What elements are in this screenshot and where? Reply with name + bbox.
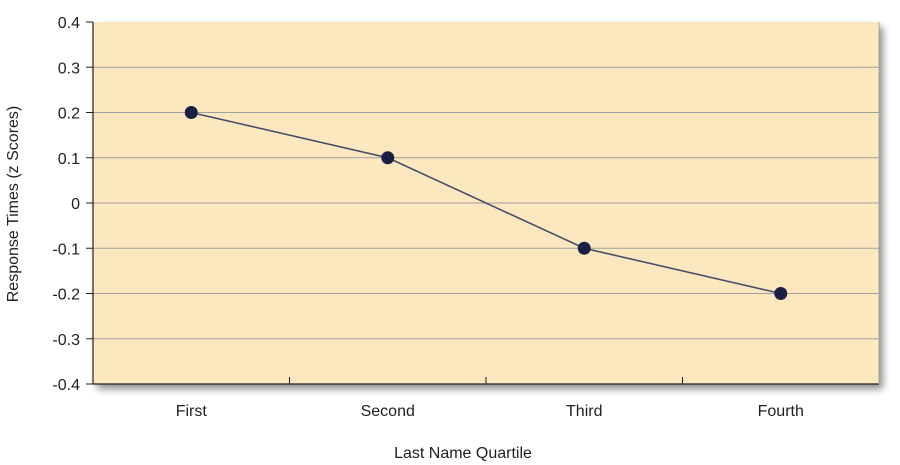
y-tick-label: 0.3: [58, 60, 80, 77]
x-tick-labels: First Second Third Fourth: [176, 403, 804, 420]
y-tick-label: -0.1: [52, 241, 80, 258]
y-tick-label: 0.2: [58, 106, 80, 123]
data-point: [381, 151, 395, 165]
y-tick-label: 0.4: [58, 15, 80, 32]
y-tick-label: 0: [71, 196, 80, 213]
x-tick-label: Fourth: [758, 403, 804, 420]
series-line: [191, 111, 781, 295]
data-point: [774, 287, 788, 300]
y-tick-labels: 0.4 0.3 0.2 0.1 0 -0.1 -0.2 -0.3 -0.4: [52, 15, 80, 394]
x-tick-label: Third: [566, 403, 602, 420]
y-axis-title: Response Times (z Scores): [5, 106, 22, 303]
data-point: [577, 241, 591, 255]
y-tick-label: 0.1: [58, 151, 80, 168]
axes: [86, 21, 880, 385]
x-tick-label: First: [176, 403, 208, 420]
data-series: [184, 106, 788, 300]
data-point: [184, 106, 198, 119]
y-tick-label: -0.3: [52, 332, 80, 349]
gridlines: [93, 66, 879, 340]
x-axis-title: Last Name Quartile: [394, 445, 532, 462]
y-tick-label: -0.2: [52, 287, 80, 304]
y-tick-label: -0.4: [52, 377, 80, 394]
x-tick-label: Second: [361, 403, 415, 420]
